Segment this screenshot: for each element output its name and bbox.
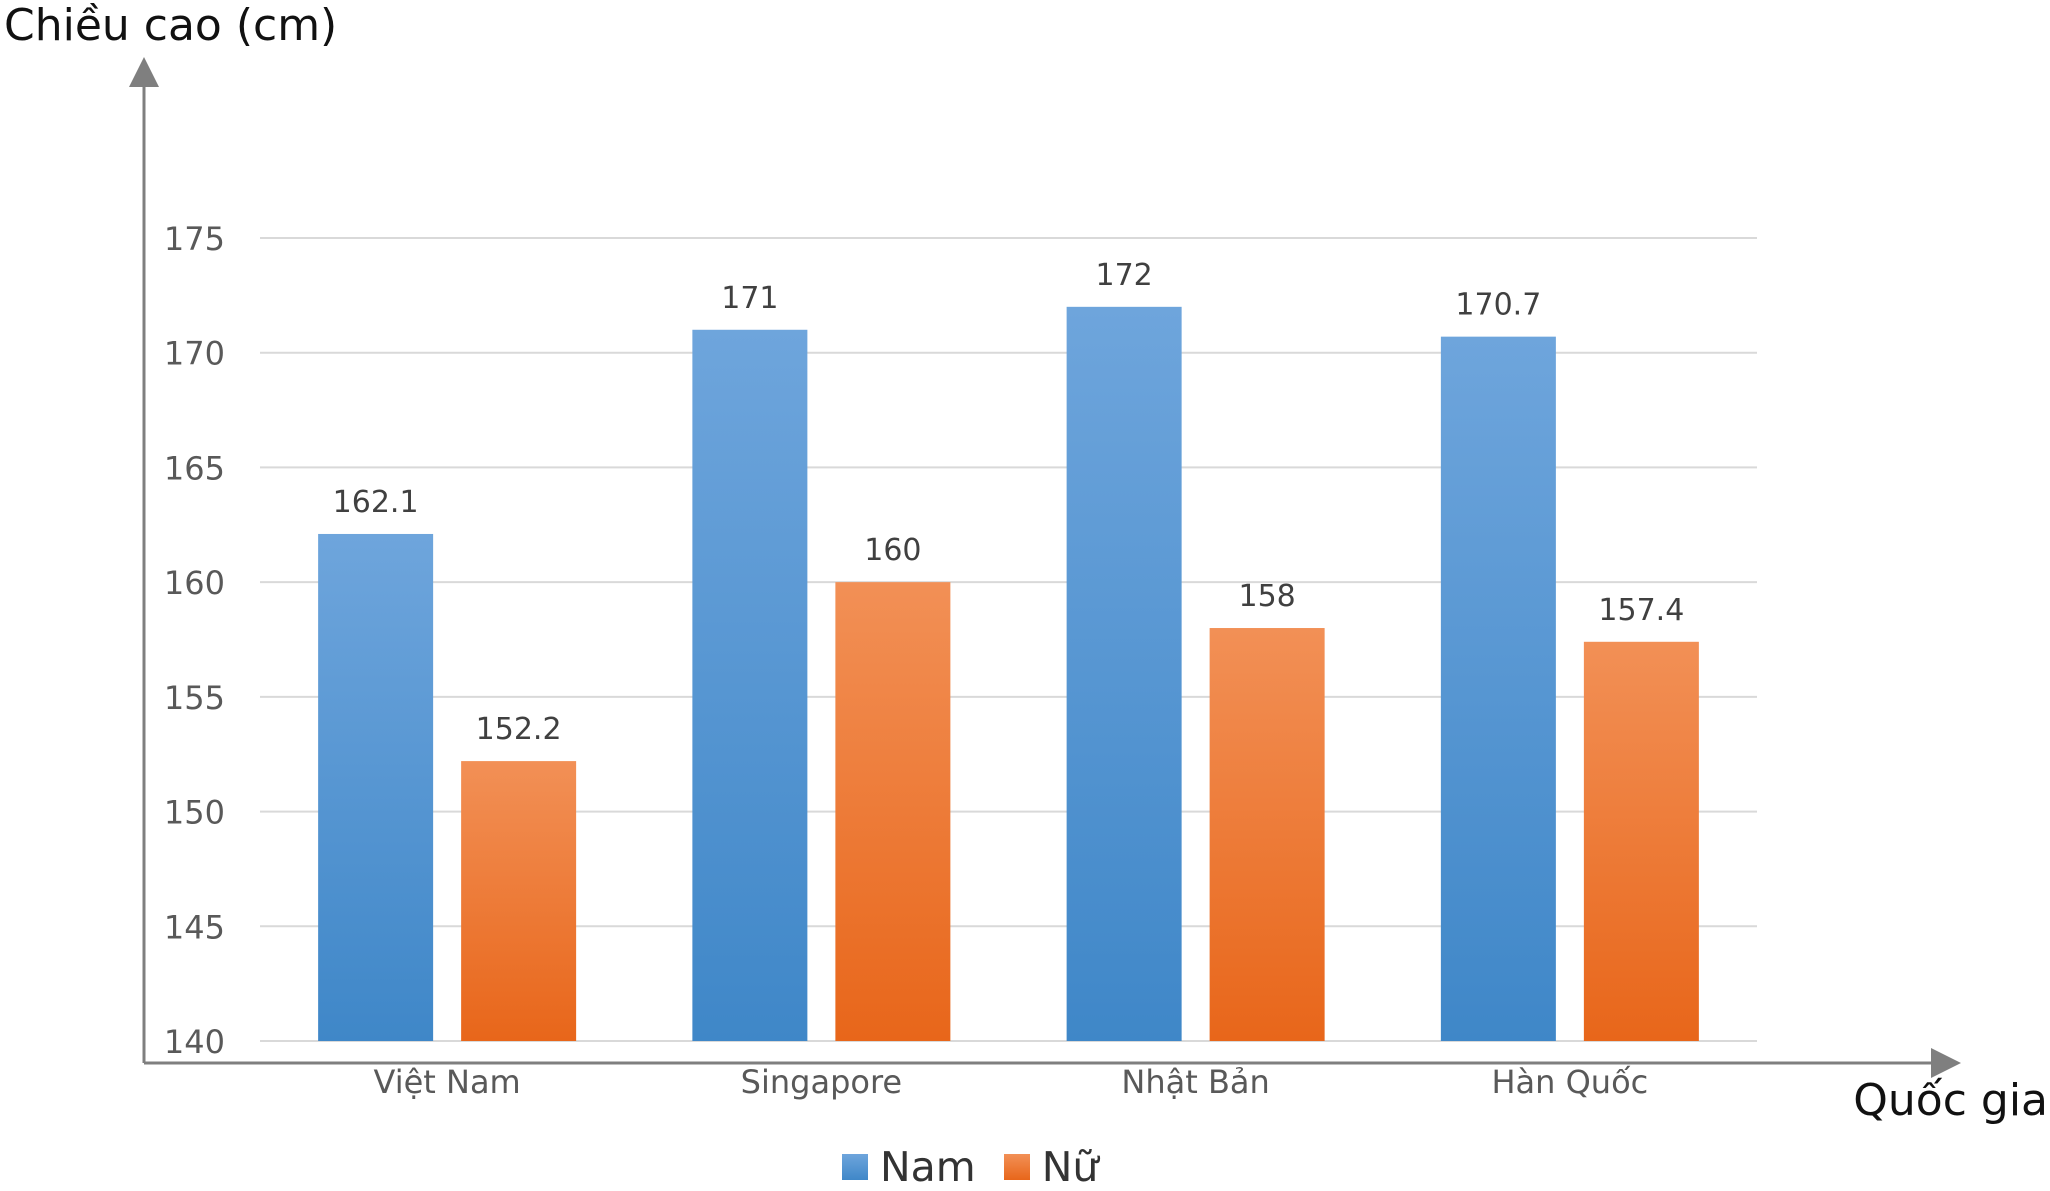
bar-nam xyxy=(1440,336,1556,1041)
y-tick-label: 150 xyxy=(164,794,225,832)
data-label: 158 xyxy=(1238,579,1295,614)
bar-nu xyxy=(461,761,577,1041)
y-tick-label: 160 xyxy=(164,564,225,602)
legend-item-nu: Nữ xyxy=(1003,1143,1099,1191)
data-label: 172 xyxy=(1095,258,1152,293)
x-tick-label: Hàn Quốc xyxy=(1491,1063,1648,1101)
legend-label: Nữ xyxy=(1041,1143,1099,1191)
bar-nu xyxy=(1583,641,1699,1041)
y-tick-labels: 140 145 150 155 160 165 170 175 xyxy=(164,220,225,1061)
bar-nam xyxy=(318,533,434,1041)
x-tick-label: Việt Nam xyxy=(374,1063,521,1101)
data-label: 162.1 xyxy=(333,485,419,520)
bar-nam xyxy=(1066,306,1182,1041)
y-tick-label: 175 xyxy=(164,220,225,258)
x-axis-title: Quốc gia xyxy=(1853,1075,2048,1126)
legend: Nam Nữ xyxy=(842,1143,1126,1191)
data-label: 171 xyxy=(721,281,778,316)
y-tick-label: 165 xyxy=(164,449,225,487)
data-label: 152.2 xyxy=(476,712,562,747)
x-tick-labels: Việt Nam Singapore Nhật Bản Hàn Quốc xyxy=(374,1063,1649,1101)
data-labels: 162.1 152.2 171 160 172 158 170.7 157.4 xyxy=(333,258,1685,747)
x-tick-label: Nhật Bản xyxy=(1121,1063,1269,1101)
legend-swatch xyxy=(1003,1154,1030,1180)
x-tick-label: Singapore xyxy=(741,1063,902,1101)
legend-label: Nam xyxy=(880,1143,976,1191)
y-tick-label: 155 xyxy=(164,679,225,717)
y-tick-label: 170 xyxy=(164,335,225,373)
legend-item-nam: Nam xyxy=(842,1143,976,1191)
y-axis-title: Chiều cao (cm) xyxy=(4,0,338,51)
y-tick-label: 140 xyxy=(164,1023,225,1061)
bar-nu xyxy=(835,582,951,1041)
legend-swatch xyxy=(842,1154,868,1180)
data-label: 170.7 xyxy=(1455,288,1541,323)
bars xyxy=(318,306,1699,1041)
data-label: 157.4 xyxy=(1598,593,1684,628)
bar-nu xyxy=(1209,628,1325,1041)
bar-nam xyxy=(692,329,808,1041)
data-label: 160 xyxy=(864,533,921,568)
y-tick-label: 145 xyxy=(164,908,225,946)
